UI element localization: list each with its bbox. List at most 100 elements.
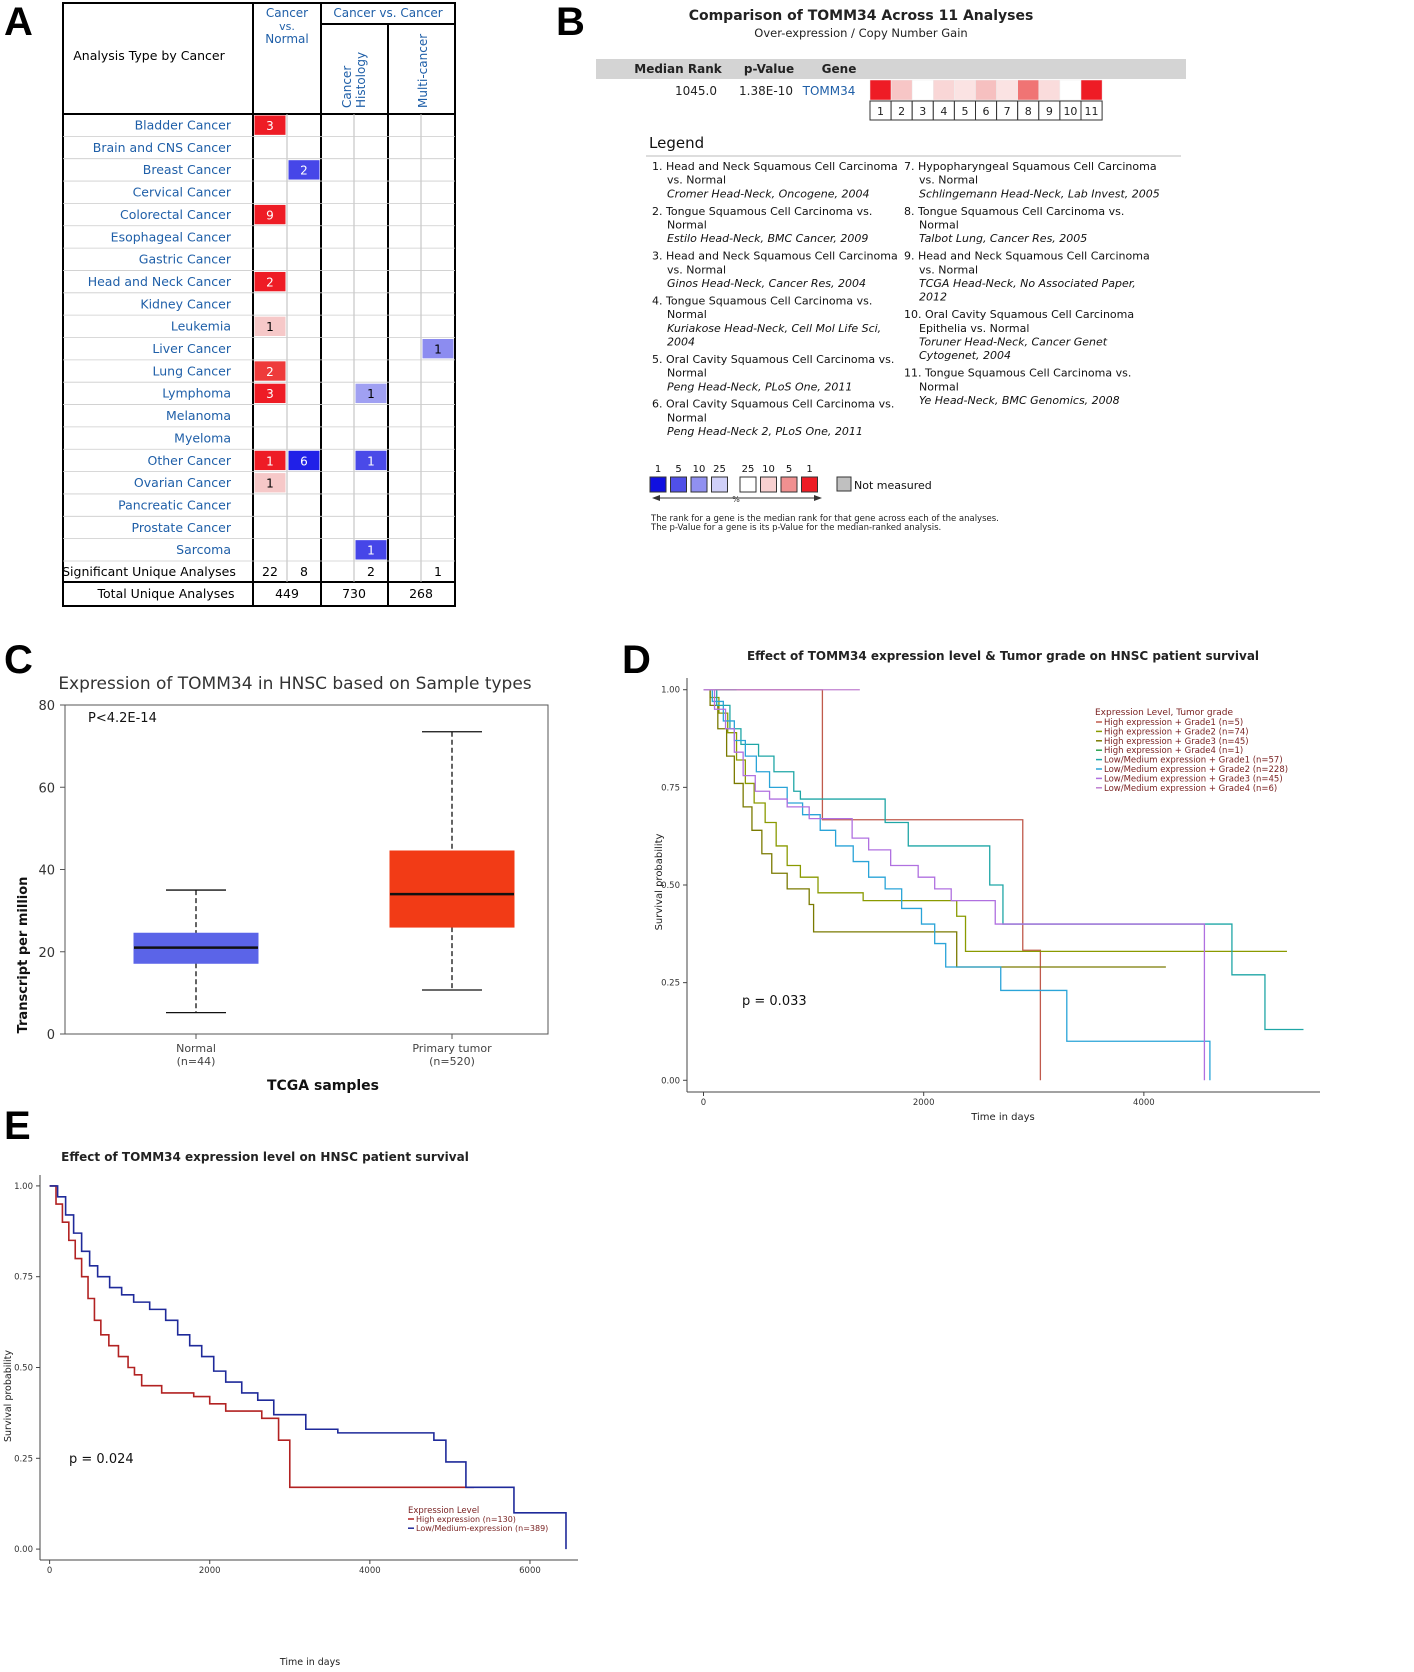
legend-entry-title: 5. Oral Cavity Squamous Cell Carcinoma v…	[652, 353, 894, 366]
km-legend-entry: Low/Medium expression + Grade4 (n=6)	[1104, 784, 1277, 794]
km-survival-curve	[703, 689, 1206, 1081]
cancer-type-link[interactable]: Sarcoma	[176, 542, 231, 557]
survival-grade-chart: Effect of TOMM34 expression level & Tumo…	[654, 649, 1320, 1123]
analysis-count-cell[interactable]	[355, 540, 387, 560]
cancer-type-link[interactable]: Colorectal Cancer	[120, 207, 232, 222]
cancer-type-link[interactable]: Bladder Cancer	[135, 118, 232, 133]
cancer-type-link[interactable]: Myeloma	[174, 430, 231, 445]
analysis-count-cell[interactable]	[254, 271, 286, 292]
boxplot-y-tick-label: 0	[47, 1028, 55, 1043]
legend-entry-title-cont: vs. Normal	[667, 263, 726, 276]
analysis-count-cell[interactable]	[355, 383, 387, 404]
analysis-count-cell[interactable]	[254, 316, 286, 336]
total-unique-histology: 730	[342, 586, 366, 601]
cancer-type-link[interactable]: Lung Cancer	[152, 363, 231, 378]
comparison-panel: Comparison of TOMM34 Across 11 Analyses …	[596, 8, 1186, 533]
analysis-count-cell[interactable]	[254, 383, 286, 404]
survival-grade-pvalue: p = 0.033	[742, 994, 807, 1009]
km-x-tick-label: 2000	[199, 1566, 221, 1576]
analysis-count-cell[interactable]	[254, 361, 286, 381]
heatmap-index-label: 1	[877, 105, 884, 118]
p-value-value: 1.38E-10	[739, 84, 793, 98]
boxplot-y-tick-label: 80	[38, 699, 55, 714]
km-y-tick-label: 0.00	[661, 1076, 680, 1086]
heatmap-cell	[1080, 79, 1103, 101]
legend-entry-title: 9. Head and Neck Squamous Cell Carcinoma	[904, 250, 1150, 263]
color-scale-label: 5	[786, 464, 792, 475]
legend-entry-title-cont: vs. Normal	[919, 263, 978, 276]
analysis-count-label: 2	[300, 164, 308, 178]
boxplot-y-label: Transcript per million	[16, 877, 31, 1034]
significant-unique-value: 1	[434, 564, 442, 579]
analysis-count-cell[interactable]	[254, 473, 286, 493]
boxplot-category-n: (n=44)	[177, 1055, 216, 1068]
km-y-tick-label: 1.00	[14, 1182, 33, 1192]
boxplot-box	[389, 850, 515, 928]
analysis-count-cell[interactable]	[288, 450, 320, 471]
cancer-type-link[interactable]: Brain and CNS Cancer	[93, 140, 232, 155]
legend-entry-title: 10. Oral Cavity Squamous Cell Carcinoma	[904, 308, 1134, 321]
survival-grade-title: Effect of TOMM34 expression level & Tumo…	[747, 649, 1259, 663]
analysis-count-cell[interactable]	[254, 204, 286, 225]
heatmap-cell	[869, 79, 892, 101]
heatmap-index-label: 6	[983, 105, 990, 118]
cancer-type-link[interactable]: Melanoma	[166, 408, 231, 423]
km-legend-entry: Low/Medium expression + Grade1 (n=57)	[1104, 756, 1283, 766]
cancer-type-link[interactable]: Gastric Cancer	[139, 252, 232, 267]
cancer-type-link[interactable]: Esophageal Cancer	[111, 229, 232, 244]
oncomine-summary-table: Analysis Type by Cancer Cancer vs. Norma…	[62, 2, 456, 607]
boxplot-y-tick-label: 40	[38, 864, 55, 879]
analysis-count-cell[interactable]	[254, 450, 286, 471]
legend-entry-title: 6. Oral Cavity Squamous Cell Carcinoma v…	[652, 398, 894, 411]
legend-entry-reference: Toruner Head-Neck, Cancer Genet	[919, 336, 1108, 349]
analysis-count-label: 6	[300, 454, 308, 468]
gene-link[interactable]: TOMM34	[802, 84, 856, 98]
cancer-type-link[interactable]: Cervical Cancer	[133, 185, 232, 200]
legend-entry-title-cont: Normal	[919, 380, 959, 393]
legend-entry-title: 3. Head and Neck Squamous Cell Carcinoma	[652, 250, 898, 263]
legend-entry-title: 2. Tongue Squamous Cell Carcinoma vs.	[652, 205, 872, 218]
header-multi-cancer: Multi-cancer	[416, 34, 430, 108]
legend-entry-title: 1. Head and Neck Squamous Cell Carcinoma	[652, 160, 898, 173]
color-scale-swatch	[711, 476, 728, 493]
heatmap-index-label: 4	[940, 105, 947, 118]
color-scale-swatch	[649, 476, 667, 493]
survival-expression-title: Effect of TOMM34 expression level on HNS…	[61, 1150, 469, 1164]
color-scale-arrow-right	[814, 495, 822, 501]
legend-entry-title: 8. Tongue Squamous Cell Carcinoma vs.	[904, 205, 1124, 218]
cancer-type-link[interactable]: Head and Neck Cancer	[88, 274, 232, 289]
analysis-count-label: 1	[367, 544, 375, 558]
color-scale-swatch	[780, 476, 798, 493]
legend-entry-reference: Peng Head-Neck 2, PLoS One, 2011	[667, 425, 863, 438]
color-scale-label: 25	[713, 464, 726, 475]
km-survival-curve	[703, 689, 1211, 1081]
comparison-subtitle: Over-expression / Copy Number Gain	[754, 26, 967, 40]
analysis-count-label: 2	[266, 275, 274, 289]
cancer-type-link[interactable]: Breast Cancer	[143, 162, 232, 177]
analysis-count-cell[interactable]	[355, 450, 387, 471]
km-y-tick-label: 0.50	[14, 1364, 33, 1374]
analysis-count-cell[interactable]	[422, 339, 454, 359]
color-scale-label: 1	[655, 464, 661, 475]
cancer-type-link[interactable]: Leukemia	[171, 319, 231, 334]
heatmap-index-label: 10	[1063, 105, 1077, 118]
analysis-count-label: 1	[266, 320, 274, 334]
panel-letter-e: E	[4, 1104, 31, 1148]
km-y-tick-label: 0.50	[661, 881, 680, 891]
km-x-tick-label: 4000	[359, 1566, 381, 1576]
cancer-type-link[interactable]: Prostate Cancer	[132, 520, 232, 535]
cancer-type-link[interactable]: Other Cancer	[148, 453, 232, 468]
cancer-type-link[interactable]: Lymphoma	[162, 386, 231, 401]
analysis-count-cell[interactable]	[288, 160, 320, 180]
analysis-count-label: 9	[266, 208, 274, 222]
analysis-count-cell[interactable]	[254, 115, 286, 135]
survival-expression-chart: Effect of TOMM34 expression level on HNS…	[3, 1150, 578, 1668]
cancer-type-link[interactable]: Pancreatic Cancer	[118, 497, 232, 512]
km-legend-entry: High expression (n=130)	[416, 1515, 516, 1524]
cancer-type-link[interactable]: Kidney Cancer	[140, 296, 231, 311]
cancer-type-link[interactable]: Ovarian Cancer	[134, 475, 232, 490]
cancer-type-link[interactable]: Liver Cancer	[152, 341, 232, 356]
analysis-count-label: 1	[266, 477, 274, 491]
color-scale-label: 1	[806, 464, 812, 475]
analysis-count-label: 3	[266, 387, 274, 401]
